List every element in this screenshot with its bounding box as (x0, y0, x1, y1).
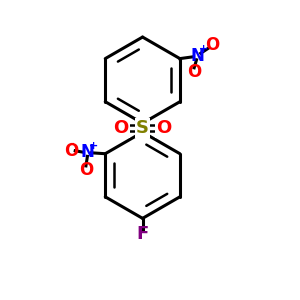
Text: O: O (187, 63, 201, 81)
Text: O: O (64, 142, 78, 160)
Text: O: O (206, 36, 220, 54)
Text: O: O (156, 119, 172, 137)
Text: O: O (79, 161, 93, 179)
Text: N: N (190, 46, 204, 64)
Text: +: + (89, 141, 98, 151)
Text: -: - (69, 138, 74, 148)
Text: N: N (80, 143, 94, 161)
Text: S: S (136, 119, 149, 137)
Text: O: O (113, 119, 129, 137)
Text: F: F (136, 225, 149, 243)
Text: +: + (199, 44, 208, 54)
